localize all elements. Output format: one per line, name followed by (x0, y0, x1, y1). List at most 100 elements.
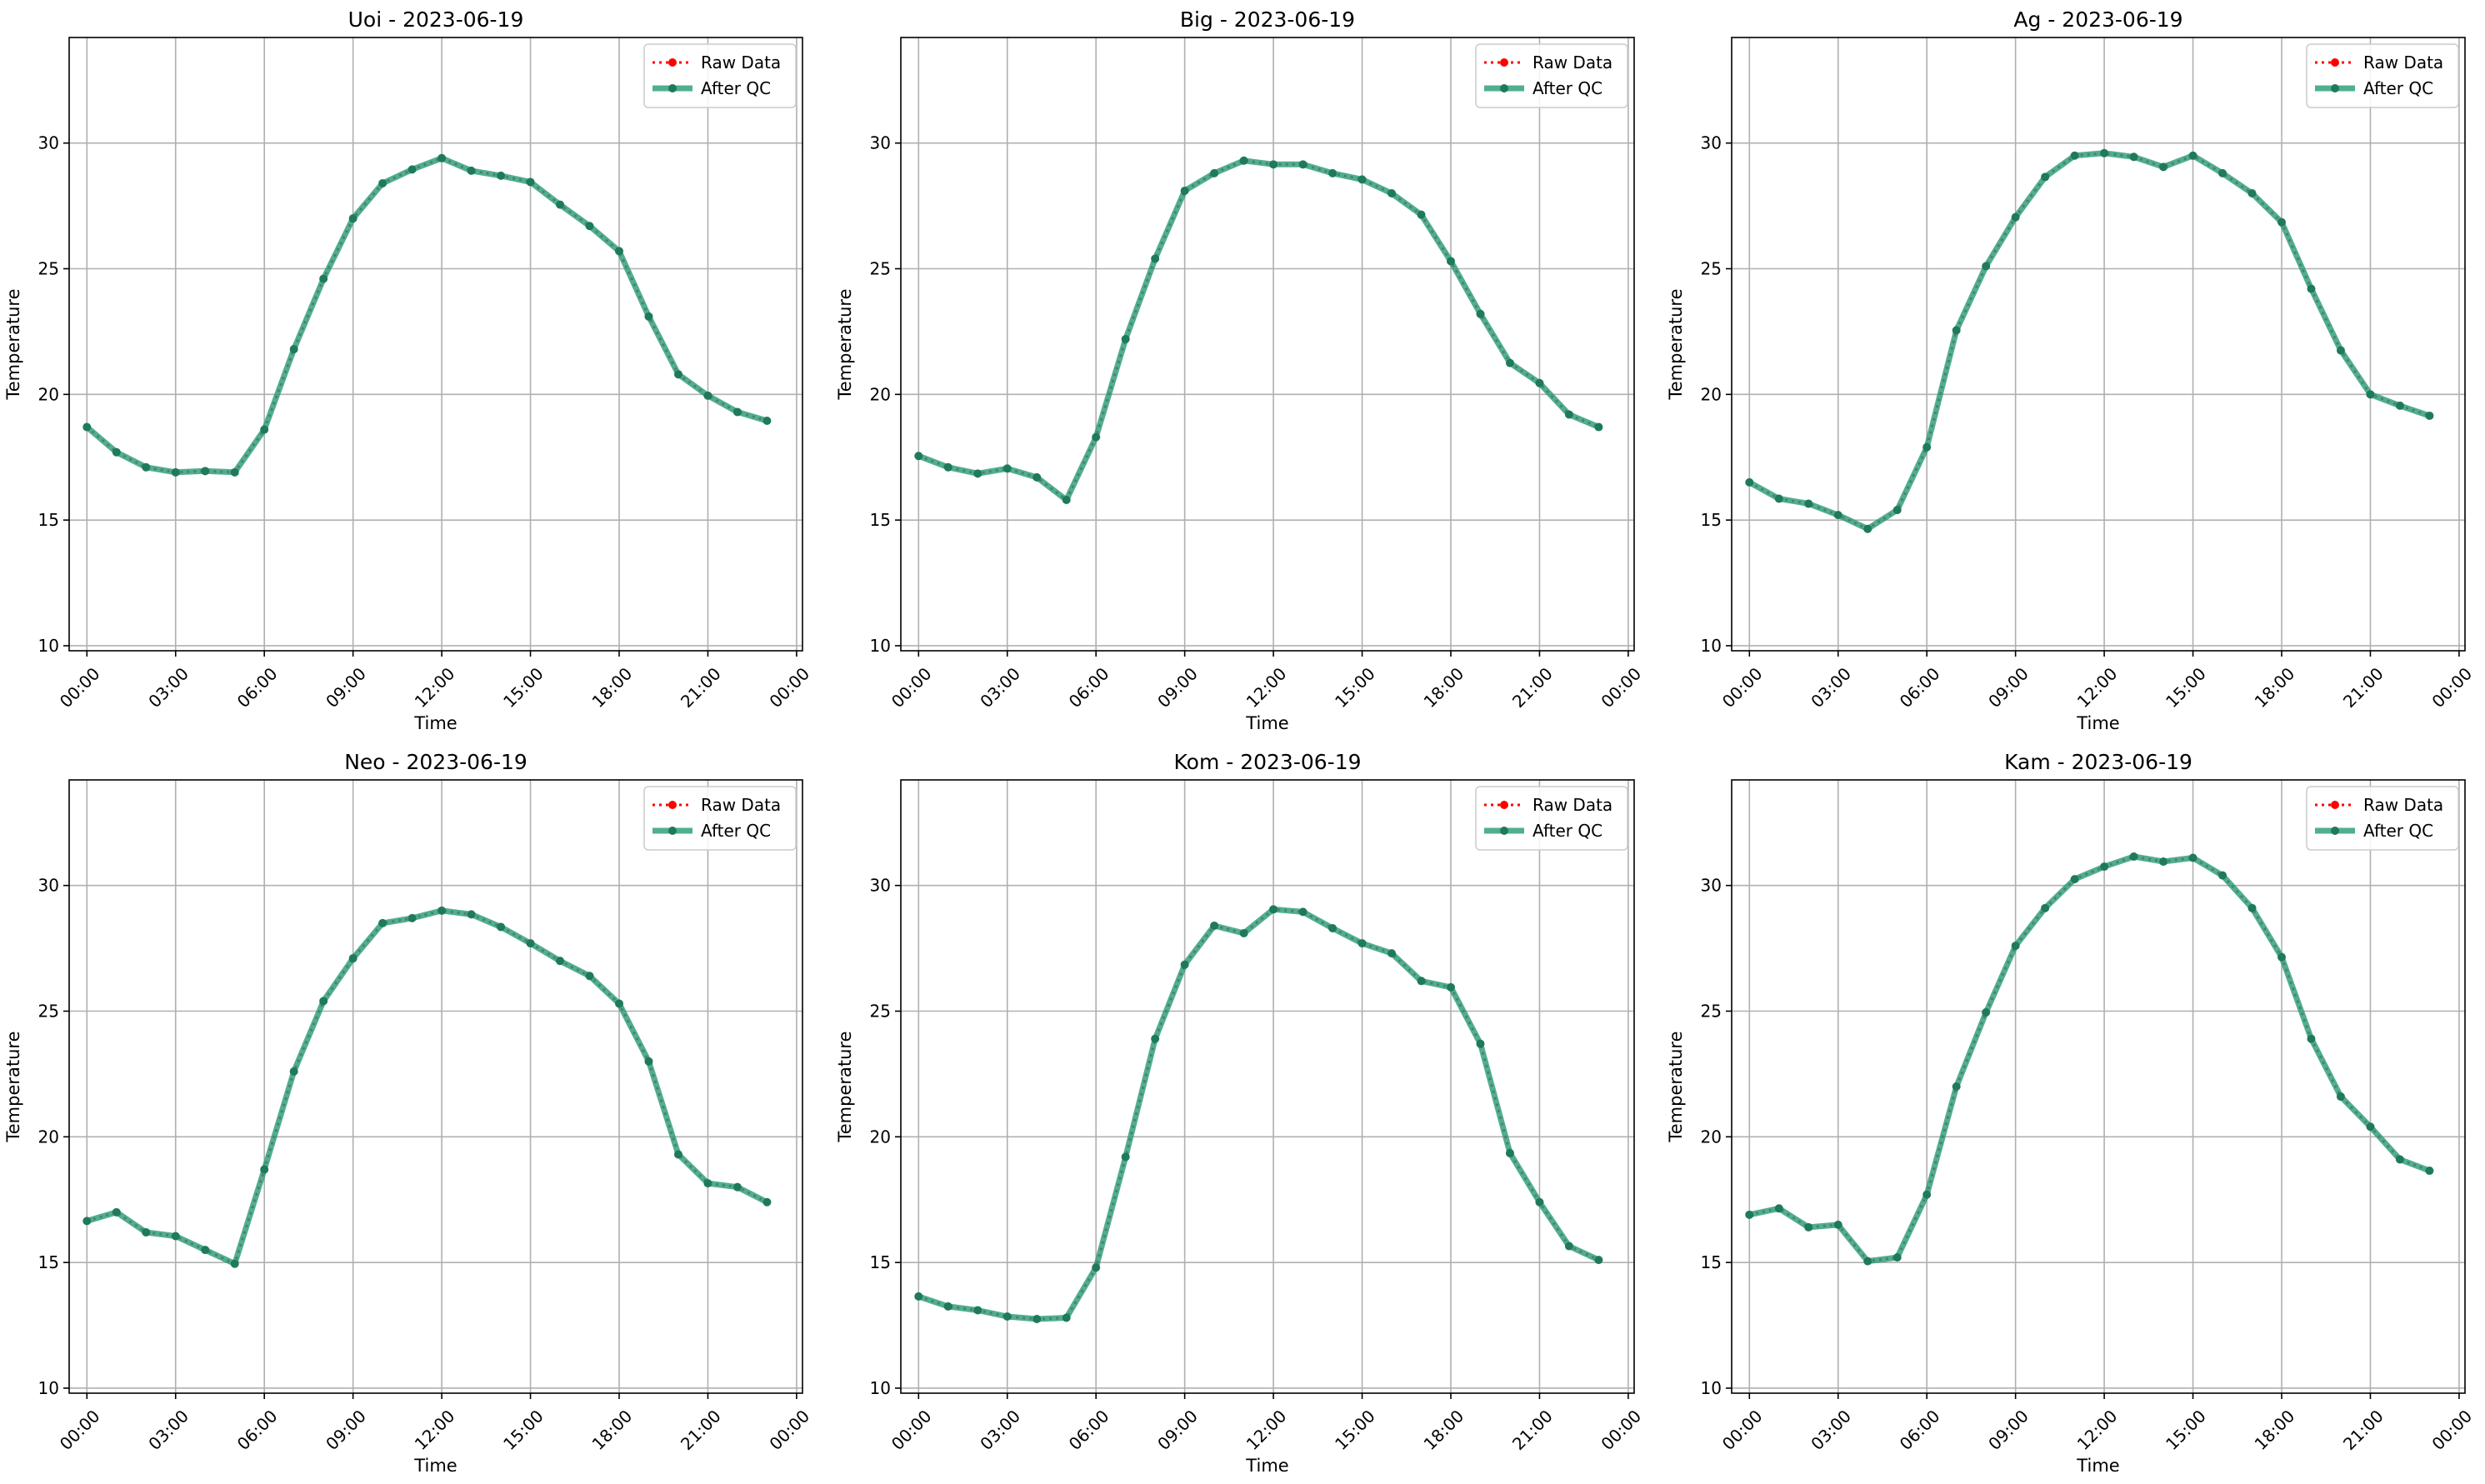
x-tick-label: 00:00 (888, 663, 936, 712)
after-qc-point (1447, 257, 1455, 266)
after-qc-point (1564, 410, 1573, 419)
after-qc-point (2041, 903, 2050, 912)
after-qc-point (585, 222, 594, 231)
after-qc-point (1505, 1148, 1514, 1157)
after-qc-point (2248, 189, 2257, 198)
after-qc-point (1269, 905, 1278, 914)
legend: Raw Data After QC (1475, 43, 1628, 108)
y-axis-label: Temperature (835, 1031, 855, 1142)
x-tick-label: 21:00 (2339, 1406, 2388, 1454)
after-qc-point (348, 214, 358, 223)
after-qc-point (408, 165, 417, 174)
x-axis-label: Time (1245, 1456, 1288, 1476)
after-qc-point (2218, 871, 2228, 880)
y-tick-label: 25 (38, 259, 59, 279)
x-tick-label: 15:00 (499, 1406, 548, 1454)
y-tick-label: 30 (1701, 133, 1722, 153)
x-tick-label: 21:00 (2339, 663, 2388, 712)
after-qc-line (86, 907, 768, 1267)
y-axis-label: Temperature (3, 1031, 23, 1142)
after-qc-line (918, 157, 1600, 503)
x-tick-label: 09:00 (1153, 1406, 1202, 1454)
x-axis-label: Time (2076, 713, 2119, 733)
after-qc-point (319, 997, 328, 1006)
after-qc-point (762, 1197, 772, 1207)
after-qc-point (1745, 477, 1754, 487)
legend-box (2306, 43, 2459, 108)
x-tick-label: 09:00 (1984, 663, 2032, 712)
x-tick-label: 21:00 (1508, 1406, 1557, 1454)
y-tick-label: 30 (1701, 876, 1722, 896)
after-qc-point (1564, 1242, 1573, 1251)
after-qc-point (1952, 1082, 1961, 1091)
x-tick-label: 00:00 (56, 1406, 104, 1454)
after-qc-point (230, 467, 239, 477)
legend-qc-label: After QC (701, 78, 771, 98)
x-tick-label: 00:00 (56, 663, 104, 712)
after-qc-point (1298, 907, 1308, 917)
subplot-title: Ag - 2023-06-19 (2013, 7, 2182, 32)
after-qc-point (1032, 1315, 1042, 1324)
x-tick-label: 00:00 (1597, 663, 1645, 712)
after-qc-point (171, 1232, 180, 1241)
x-tick-label: 00:00 (765, 1406, 813, 1454)
legend-qc-marker (668, 84, 677, 92)
x-tick-label: 15:00 (2162, 1406, 2210, 1454)
x-tick-label: 00:00 (2428, 663, 2476, 712)
legend: Raw Data After QC (643, 43, 797, 108)
grid (69, 37, 802, 651)
after-qc-point (1952, 326, 1961, 335)
y-axis-label: Temperature (3, 288, 23, 400)
after-qc-point (171, 467, 180, 477)
x-tick-label: 06:00 (1896, 1406, 1944, 1454)
legend-raw-marker (2331, 58, 2339, 67)
legend-qc-label: After QC (2363, 821, 2433, 841)
after-qc-point (2188, 151, 2198, 160)
after-qc-point (1032, 472, 1042, 482)
after-qc-point (1388, 189, 1397, 198)
after-qc-point (1092, 432, 1101, 442)
after-qc-line (85, 155, 768, 476)
x-tick-label: 15:00 (2162, 663, 2210, 712)
x-tick-label: 18:00 (2251, 663, 2299, 712)
after-qc-point (1180, 187, 1189, 195)
x-tick-label: 00:00 (2428, 1406, 2476, 1454)
x-tick-label: 09:00 (322, 663, 370, 712)
y-tick-label: 30 (38, 876, 59, 896)
after-qc-point (438, 906, 447, 915)
after-qc-point (1863, 1257, 1872, 1266)
after-qc-point (467, 910, 476, 919)
after-qc-point (112, 1207, 121, 1217)
x-tick-label: 03:00 (976, 663, 1024, 712)
y-tick-label: 20 (38, 1127, 59, 1147)
y-tick-label: 15 (870, 1252, 891, 1272)
after-qc-point (2278, 952, 2286, 962)
subplot-5: 00:00 03:00 06:00 09:00 12:00 15:00 18:00 21:00… (835, 750, 1645, 1476)
after-qc-point (438, 153, 447, 162)
after-qc-point (378, 918, 388, 927)
after-qc-point (1417, 210, 1426, 219)
after-qc-point (1092, 1263, 1101, 1272)
after-qc-point (2336, 346, 2345, 355)
subplot-title: Kam - 2023-06-19 (2004, 750, 2192, 774)
legend-qc-label: After QC (1532, 78, 1602, 98)
after-qc-point (2278, 217, 2286, 227)
x-axis-label: Time (413, 713, 457, 733)
subplot-4: 00:00 03:00 06:00 09:00 12:00 15:00 18:00 21:00… (3, 750, 813, 1476)
after-qc-line (1748, 853, 2431, 1265)
after-qc-point (2041, 172, 2050, 182)
after-qc-point (319, 274, 328, 283)
after-qc-point (1476, 309, 1485, 318)
subplot-3: 00:00 03:00 06:00 09:00 12:00 15:00 18:00 21:00… (1666, 7, 2476, 733)
after-qc-point (1328, 923, 1338, 932)
after-qc-point (1505, 358, 1514, 367)
x-tick-label: 00:00 (1718, 1406, 1767, 1454)
after-qc-point (1121, 334, 1130, 343)
grid (1732, 37, 2465, 651)
axes-frame (1731, 37, 2466, 652)
after-qc-point (973, 469, 982, 478)
y-tick-label: 20 (870, 384, 891, 404)
subplot-title: Uoi - 2023-06-19 (348, 7, 524, 32)
legend-raw-marker (668, 801, 677, 809)
